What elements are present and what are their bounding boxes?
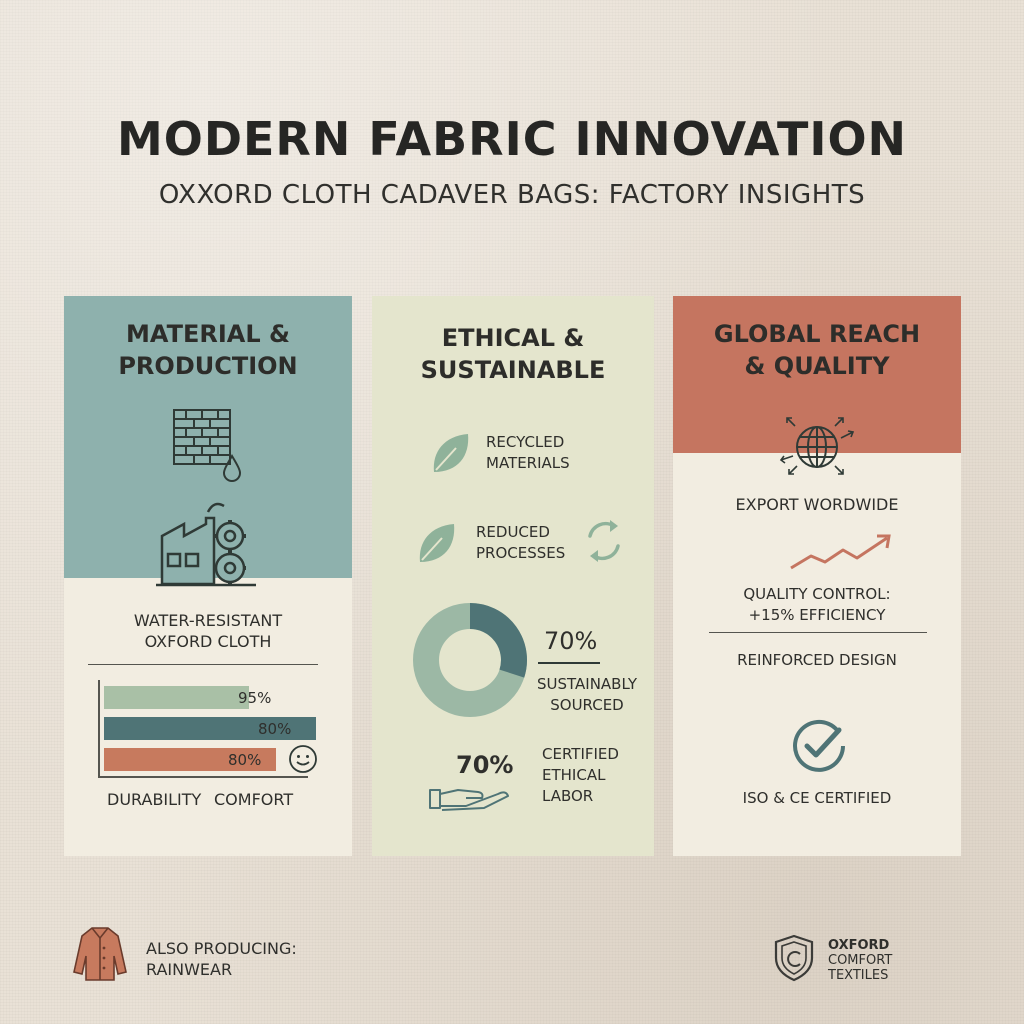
donut-segment xyxy=(469,603,527,678)
panel-global-reach: GLOBAL REACH & QUALITY EXPORT WORDWIDE Q… xyxy=(673,296,961,856)
donut-caption: SUSTAINABLY SOURCED xyxy=(536,675,637,714)
smiley-icon xyxy=(289,745,317,773)
feature-text: WATER-RESISTANT OXFORD CLOTH xyxy=(133,611,283,651)
bar-comfort xyxy=(104,748,276,771)
axis-label-durability: DURABILITY xyxy=(107,790,202,809)
shield-logo-icon xyxy=(774,934,814,982)
page-subtitle: OXXORD CLOTH CADAVER BAGS: FACTORY INSIG… xyxy=(158,180,866,210)
open-hand-icon xyxy=(429,789,509,811)
panel-title: GLOBAL REACH & QUALITY xyxy=(713,320,921,380)
factory-gears-icon xyxy=(156,502,256,587)
reinforced-design-text: REINFORCED DESIGN xyxy=(737,651,897,669)
water-drop-icon xyxy=(222,454,242,482)
recycle-arrows-icon xyxy=(588,520,620,562)
leaf-icon xyxy=(433,434,469,472)
chart-x-axis xyxy=(98,776,308,778)
donut-value-underline xyxy=(538,662,600,664)
recycled-materials-text: RECYCLED MATERIALS xyxy=(486,433,570,472)
panel-material-production: MATERIAL & PRODUCTION xyxy=(64,296,352,856)
donut-chart xyxy=(413,603,527,717)
axis-label-comfort: COMFORT xyxy=(214,790,294,809)
bar-value-label: 80% xyxy=(258,720,292,738)
divider xyxy=(88,664,318,665)
labor-value: 70% xyxy=(456,751,514,779)
certified-text: ISO & CE CERTIFIED xyxy=(742,789,892,807)
also-producing-text: ALSO PRODUCING: RAINWEAR xyxy=(146,939,297,979)
chart-y-axis xyxy=(98,680,100,778)
trend-up-icon xyxy=(790,534,891,570)
bar-durability xyxy=(104,686,249,709)
panel-title: ETHICAL & SUSTAINABLE xyxy=(420,324,606,384)
export-label: EXPORT WORDWIDE xyxy=(735,495,899,514)
bar-value-label: 95% xyxy=(238,689,272,707)
panel-title: MATERIAL & PRODUCTION xyxy=(118,320,298,380)
check-circle-icon xyxy=(793,719,845,772)
reduced-processes-text: REDUCED PROCESSES xyxy=(476,523,566,562)
bar-mid xyxy=(104,717,316,740)
bar-value-label: 80% xyxy=(228,751,262,769)
quality-control-text: QUALITY CONTROL: +15% EFFICIENCY xyxy=(743,585,891,624)
leaf-icon xyxy=(419,524,455,562)
labor-caption: CERTIFIED ETHICAL LABOR xyxy=(542,745,619,805)
brick-fabric-icon xyxy=(173,409,231,465)
divider xyxy=(709,632,927,633)
raincoat-icon xyxy=(73,927,127,981)
panel-ethical-sustainable: ETHICAL & SUSTAINABLE RECYCLED MATERIALS… xyxy=(372,296,654,856)
globe-arrows-icon xyxy=(779,417,855,475)
brand-name: OXFORD COMFORT TEXTILES xyxy=(828,938,893,983)
page-title: MODERN FABRIC INNOVATION xyxy=(116,112,908,166)
donut-value: 70% xyxy=(544,627,598,655)
